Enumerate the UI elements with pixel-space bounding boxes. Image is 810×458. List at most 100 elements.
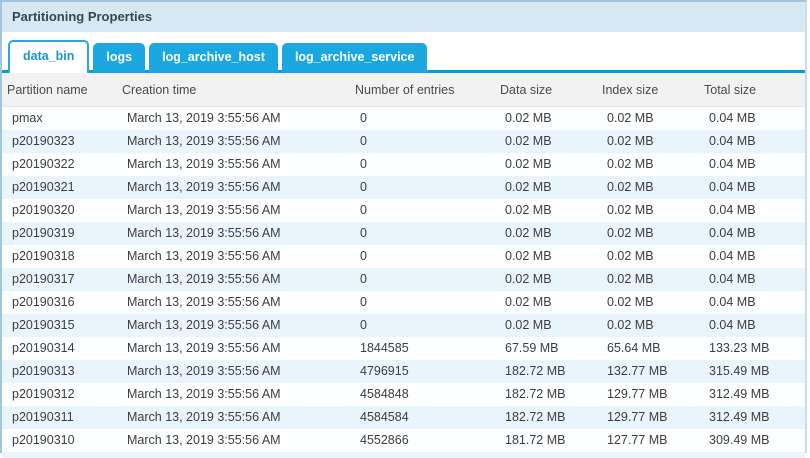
table-row[interactable]: p20190310 March 13, 2019 3:55:56 AM 455286… bbox=[2, 429, 805, 452]
cell-number-of-entries: 0 bbox=[360, 249, 367, 263]
table-row[interactable]: p20190311 March 13, 2019 3:55:56 AM 458458… bbox=[2, 406, 805, 429]
cell-data-size: 182.72 MB bbox=[505, 387, 566, 401]
cell-index-size: 129.77 MB bbox=[607, 410, 668, 424]
tab-logs[interactable]: logs bbox=[93, 43, 146, 73]
cell-index-size: 127.77 MB bbox=[607, 433, 668, 447]
cell-total-size: 309.49 MB bbox=[709, 433, 770, 447]
cell-total-size: 0.04 MB bbox=[709, 157, 756, 171]
table-row[interactable]: p20190323 March 13, 2019 3:55:56 AM 0 0.02 … bbox=[2, 130, 805, 153]
cell-total-size: 0.04 MB bbox=[709, 249, 756, 263]
cell-total-size: 0.04 MB bbox=[709, 203, 756, 217]
cell-total-size: 312.49 MB bbox=[709, 410, 770, 424]
cell-partition-name: p20190310 bbox=[12, 433, 75, 447]
cell-creation-time: March 13, 2019 3:55:56 AM bbox=[127, 157, 281, 171]
table-row[interactable]: p20190314 March 13, 2019 3:55:56 AM 184458… bbox=[2, 337, 805, 360]
column-header-data-size: Data size bbox=[500, 83, 553, 97]
cell-number-of-entries: 0 bbox=[360, 134, 367, 148]
cell-data-size: 0.02 MB bbox=[505, 249, 552, 263]
cell-data-size: 0.02 MB bbox=[505, 134, 552, 148]
cell-number-of-entries: 0 bbox=[360, 203, 367, 217]
table-row[interactable]: p20190313 March 13, 2019 3:55:56 AM 479691… bbox=[2, 360, 805, 383]
table-row[interactable]: p20190322 March 13, 2019 3:55:56 AM 0 0.02 … bbox=[2, 153, 805, 176]
column-header-partition-name: Partition name bbox=[7, 83, 88, 97]
tab-log-archive-host[interactable]: log_archive_host bbox=[149, 43, 278, 73]
cell-partition-name: p20190317 bbox=[12, 272, 75, 286]
cell-data-size: 0.02 MB bbox=[505, 272, 552, 286]
cell-data-size: 0.02 MB bbox=[505, 318, 552, 332]
cell-creation-time: March 13, 2019 3:55:56 AM bbox=[127, 387, 281, 401]
cell-partition-name: p20190323 bbox=[12, 134, 75, 148]
cell-index-size: 65.64 MB bbox=[607, 341, 661, 355]
cell-total-size: 315.49 MB bbox=[709, 364, 770, 378]
cell-number-of-entries: 4584848 bbox=[360, 387, 409, 401]
table-row[interactable]: p20190317 March 13, 2019 3:55:56 AM 0 0.02 … bbox=[2, 268, 805, 291]
cell-index-size: 0.02 MB bbox=[607, 226, 654, 240]
cell-creation-time: March 13, 2019 3:55:56 AM bbox=[127, 433, 281, 447]
cell-data-size: 182.72 MB bbox=[505, 364, 566, 378]
cell-partition-name: p20190314 bbox=[12, 341, 75, 355]
cell-partition-name: p20190316 bbox=[12, 295, 75, 309]
tab-data-bin[interactable]: data_bin bbox=[8, 40, 90, 73]
cell-total-size: 0.04 MB bbox=[709, 318, 756, 332]
cell-creation-time: March 13, 2019 3:55:56 AM bbox=[127, 134, 281, 148]
cell-partition-name: p20190311 bbox=[12, 410, 74, 424]
cell-total-size: 0.04 MB bbox=[709, 134, 756, 148]
cell-total-size: 133.23 MB bbox=[709, 341, 770, 355]
cell-total-size: 0.04 MB bbox=[709, 111, 756, 125]
cell-index-size: 0.02 MB bbox=[607, 111, 654, 125]
cell-partition-name: p20190321 bbox=[12, 180, 75, 194]
table-row[interactable]: p20190321 March 13, 2019 3:55:56 AM 0 0.02 … bbox=[2, 176, 805, 199]
column-header-index-size: Index size bbox=[602, 83, 659, 97]
table-row[interactable]: p20190318 March 13, 2019 3:55:56 AM 0 0.02 … bbox=[2, 245, 805, 268]
cell-index-size: 0.02 MB bbox=[607, 157, 654, 171]
cell-index-size: 132.77 MB bbox=[607, 364, 668, 378]
cell-creation-time: March 13, 2019 3:55:56 AM bbox=[127, 203, 281, 217]
cell-number-of-entries: 0 bbox=[360, 272, 367, 286]
cell-partition-name: p20190322 bbox=[12, 157, 75, 171]
cell-creation-time: March 13, 2019 3:55:56 AM bbox=[127, 410, 281, 424]
tab-bar: data_bin logs log_archive_host log_archi… bbox=[2, 32, 805, 73]
cell-creation-time: March 13, 2019 3:55:56 AM bbox=[127, 180, 281, 194]
cell-data-size: 181.72 MB bbox=[505, 433, 566, 447]
cell-number-of-entries: 0 bbox=[360, 226, 367, 240]
cell-number-of-entries: 0 bbox=[360, 318, 367, 332]
table-row[interactable]: p20190312 March 13, 2019 3:55:56 AM 458484… bbox=[2, 383, 805, 406]
table-body: pmax March 13, 2019 3:55:56 AM 0 0.02 MB 0.0… bbox=[2, 107, 805, 452]
cell-total-size: 0.04 MB bbox=[709, 180, 756, 194]
cell-data-size: 0.02 MB bbox=[505, 157, 552, 171]
table-row[interactable]: p20190319 March 13, 2019 3:55:56 AM 0 0.02 … bbox=[2, 222, 805, 245]
cell-number-of-entries: 1844585 bbox=[360, 341, 409, 355]
cell-creation-time: March 13, 2019 3:55:56 AM bbox=[127, 272, 281, 286]
cell-creation-time: March 13, 2019 3:55:56 AM bbox=[127, 318, 281, 332]
cell-number-of-entries: 4584584 bbox=[360, 410, 409, 424]
cell-partition-name: p20190319 bbox=[12, 226, 75, 240]
cell-creation-time: March 13, 2019 3:55:56 AM bbox=[127, 226, 281, 240]
cell-total-size: 312.49 MB bbox=[709, 387, 770, 401]
cell-partition-name: p20190312 bbox=[12, 387, 75, 401]
cell-number-of-entries: 0 bbox=[360, 180, 367, 194]
cell-partition-name: p20190320 bbox=[12, 203, 75, 217]
cell-partition-name: p20190313 bbox=[12, 364, 75, 378]
cell-index-size: 0.02 MB bbox=[607, 295, 654, 309]
column-header-number-of-entries: Number of entries bbox=[355, 83, 455, 97]
cell-partition-name: p20190315 bbox=[12, 318, 75, 332]
cell-data-size: 0.02 MB bbox=[505, 180, 552, 194]
cell-creation-time: March 13, 2019 3:55:56 AM bbox=[127, 341, 281, 355]
cell-number-of-entries: 0 bbox=[360, 295, 367, 309]
table-row[interactable]: pmax March 13, 2019 3:55:56 AM 0 0.02 MB 0.0… bbox=[2, 107, 805, 130]
cell-index-size: 0.02 MB bbox=[607, 180, 654, 194]
column-header-total-size: Total size bbox=[704, 83, 757, 97]
cell-partition-name: p20190318 bbox=[12, 249, 75, 263]
cell-data-size: 67.59 MB bbox=[505, 341, 559, 355]
table-row[interactable]: p20190320 March 13, 2019 3:55:56 AM 0 0.02 … bbox=[2, 199, 805, 222]
cell-total-size: 0.04 MB bbox=[709, 272, 756, 286]
tab-log-archive-service[interactable]: log_archive_service bbox=[281, 43, 428, 73]
table-row[interactable]: p20190315 March 13, 2019 3:55:56 AM 0 0.02 … bbox=[2, 314, 805, 337]
cell-creation-time: March 13, 2019 3:55:56 AM bbox=[127, 364, 281, 378]
cell-index-size: 129.77 MB bbox=[607, 387, 668, 401]
cell-data-size: 0.02 MB bbox=[505, 226, 552, 240]
column-header-creation-time: Creation time bbox=[122, 83, 197, 97]
cell-creation-time: March 13, 2019 3:55:56 AM bbox=[127, 249, 281, 263]
table-row[interactable]: p20190316 March 13, 2019 3:55:56 AM 0 0.02 … bbox=[2, 291, 805, 314]
